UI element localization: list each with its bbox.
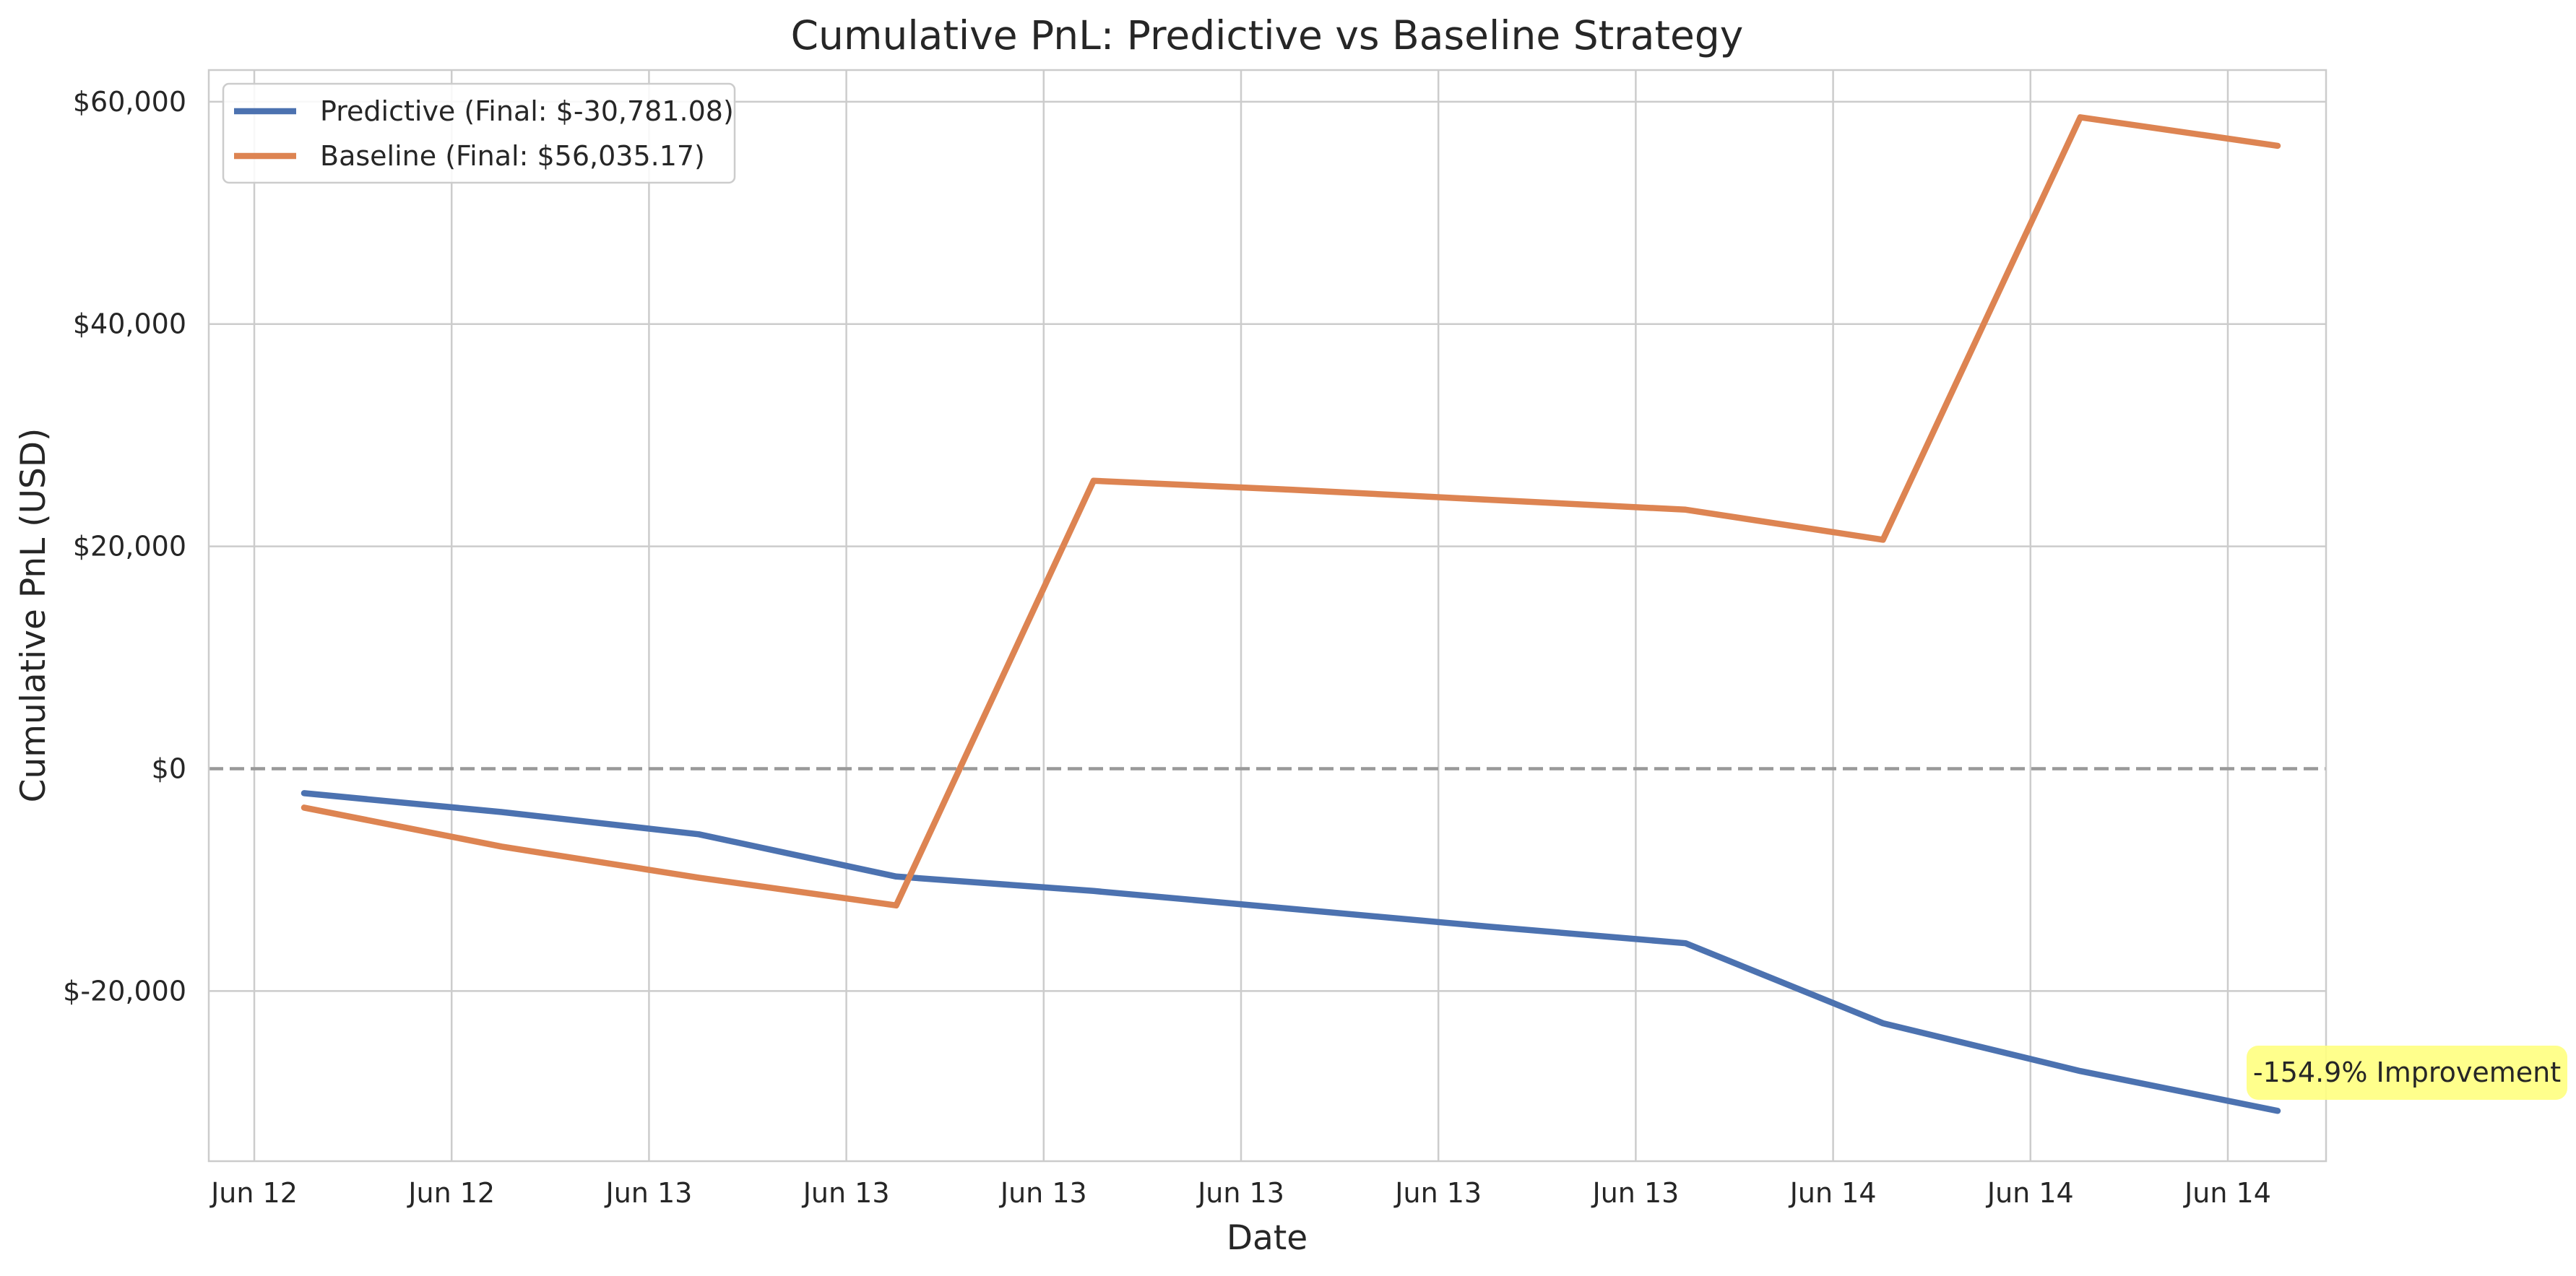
legend-label: Predictive (Final: $-30,781.08) [320, 95, 734, 127]
improvement-annotation: -154.9% Improvement [2247, 1046, 2567, 1100]
y-tick-labels: $-20,000 $0 $20,000 $40,000 $60,000 [63, 86, 186, 1007]
y-tick-label: $40,000 [73, 308, 186, 340]
y-tick-label: $0 [152, 753, 186, 785]
x-tick-labels: Jun 12 Jun 12 Jun 13 Jun 13 Jun 13 Jun 13 Jun … [209, 1177, 2271, 1209]
y-tick-label: $20,000 [73, 531, 186, 563]
series-line-baseline [301, 114, 2281, 909]
x-tick-label: Jun 13 [604, 1177, 692, 1209]
x-axis-label: Date [1227, 1218, 1308, 1258]
legend-label: Baseline (Final: $56,035.17) [320, 140, 705, 172]
x-tick-label: Jun 12 [407, 1177, 495, 1209]
x-tick-label: Jun 14 [1789, 1177, 1877, 1209]
annotation-text: -154.9% Improvement [2253, 1056, 2561, 1088]
x-tick-label: Jun 12 [209, 1177, 298, 1209]
y-tick-label: $60,000 [73, 86, 186, 118]
x-tick-label: Jun 13 [999, 1177, 1087, 1209]
x-tick-label: Jun 14 [1986, 1177, 2074, 1209]
legend-box [222, 82, 736, 184]
x-tick-label: Jun 13 [1196, 1177, 1284, 1209]
x-tick-label: Jun 13 [802, 1177, 890, 1209]
annotation-box [2247, 1046, 2567, 1100]
legend: Predictive (Final: $-30,781.08) Baseline … [222, 82, 736, 184]
y-axis-label: Cumulative PnL (USD) [14, 428, 53, 803]
chart-title: Cumulative PnL: Predictive vs Baseline S… [791, 12, 1744, 58]
series-lines [301, 114, 2281, 1114]
x-tick-label: Jun 14 [2183, 1177, 2271, 1209]
plot-frame [207, 69, 2328, 1163]
grid [209, 70, 2326, 1161]
x-tick-label: Jun 13 [1393, 1177, 1482, 1209]
y-tick-label: $-20,000 [63, 975, 186, 1007]
x-tick-label: Jun 13 [1591, 1177, 1679, 1209]
series-line-predictive [301, 790, 2281, 1114]
